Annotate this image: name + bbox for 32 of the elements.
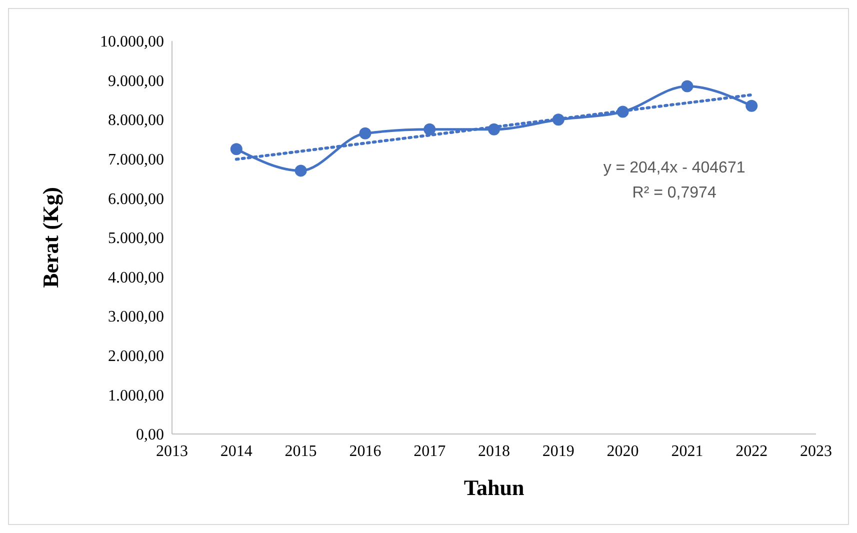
point: [294, 164, 307, 177]
x-tick-label: 2018: [478, 443, 510, 460]
x-tick-label: 2015: [284, 443, 317, 460]
x-tick-label: 2020: [606, 443, 639, 460]
y-tick-label: 2.000,00: [108, 348, 164, 365]
annotation: y = 204,4x - 404671: [603, 160, 746, 177]
x-tick-label: 2013: [156, 443, 188, 460]
x-axis-title: Tahun: [464, 475, 524, 500]
y-tick-label: 7.000,00: [108, 152, 164, 168]
y-tick-label: 0,00: [136, 426, 164, 444]
x-tick-label: 2016: [349, 443, 382, 460]
y-tick-label: 5.000,00: [108, 230, 164, 248]
y-axis-title: Berat (Kg): [38, 187, 63, 288]
point: [424, 123, 436, 136]
point: [681, 80, 694, 92]
x-tick-label: 2022: [736, 443, 768, 460]
y-tick-label: 3.000,00: [108, 308, 164, 326]
y-tick-label: 6.000,00: [108, 190, 164, 208]
x-tick-label: 2023: [800, 443, 832, 460]
x-tick-label: 2021: [671, 443, 704, 460]
y-tick-label: 9.000,00: [108, 72, 164, 90]
x-tick-label: 2014: [220, 443, 252, 460]
x-tick-label: 2017: [414, 443, 446, 460]
point: [746, 100, 758, 112]
y-tick-label: 8.000,00: [108, 112, 164, 130]
y-tick-label: 10.000,00: [100, 34, 164, 51]
point: [359, 127, 372, 140]
point: [230, 143, 242, 156]
annotation: R² = 0,7974: [632, 184, 716, 202]
y-tick-label: 4.000,00: [108, 269, 164, 286]
x-tick-label: 2019: [542, 443, 574, 460]
y-tick-label: 1.000,00: [108, 387, 164, 404]
